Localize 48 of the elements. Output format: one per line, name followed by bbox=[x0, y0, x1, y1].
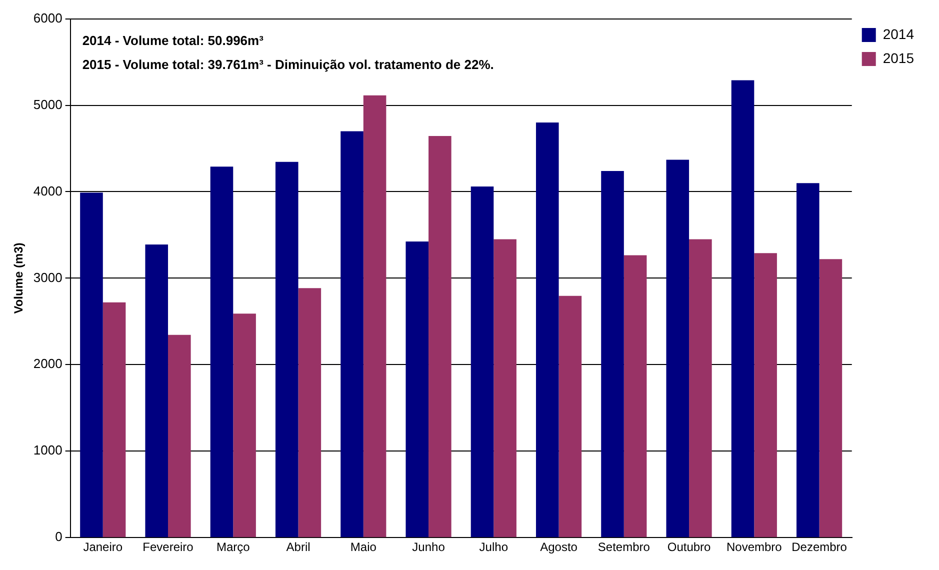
bar bbox=[210, 166, 234, 538]
y-tick-label: 6000 bbox=[33, 10, 62, 26]
legend-label: 2014 bbox=[882, 26, 914, 42]
bar bbox=[536, 122, 559, 538]
bar bbox=[796, 183, 820, 538]
x-tick-label: Setembro bbox=[598, 540, 650, 554]
y-tick-label: 0 bbox=[55, 529, 62, 544]
y-axis-title: Volume (m3) bbox=[12, 242, 26, 314]
bar bbox=[80, 192, 103, 538]
y-tick-label: 4000 bbox=[33, 183, 62, 198]
y-tick-label: 2000 bbox=[33, 356, 62, 372]
x-tick-label: Fevereiro bbox=[142, 540, 194, 554]
legend-label: 2015 bbox=[882, 50, 914, 66]
x-tick-label: Junho bbox=[412, 540, 446, 554]
bar bbox=[666, 160, 690, 538]
annotation: 2015 - Volume total: 39.761m³ - Diminuição vol. tratamento de 22%. bbox=[82, 56, 494, 72]
annotation: 2014 - Volume total: 50.996m³ bbox=[82, 32, 264, 48]
x-tick-label: Novembro bbox=[726, 540, 782, 554]
bar bbox=[494, 239, 516, 538]
x-tick-label: Julho bbox=[479, 540, 508, 554]
bar bbox=[168, 334, 191, 538]
bar bbox=[470, 186, 494, 538]
x-tick-label: Dezembro bbox=[792, 540, 848, 554]
bar bbox=[363, 95, 386, 538]
bar bbox=[428, 136, 452, 538]
x-tick-label: Janeiro bbox=[83, 540, 123, 554]
bar bbox=[406, 241, 429, 538]
bar bbox=[102, 302, 126, 538]
bar bbox=[731, 80, 754, 538]
x-tick-label: Março bbox=[216, 540, 250, 554]
x-tick-label: Abril bbox=[286, 540, 310, 554]
bar bbox=[275, 162, 298, 538]
bar bbox=[754, 253, 777, 538]
bar bbox=[819, 259, 842, 538]
bar bbox=[558, 296, 582, 538]
bar bbox=[689, 239, 712, 538]
bar bbox=[340, 131, 364, 538]
x-tick-label: Maio bbox=[350, 540, 377, 554]
y-tick-label: 5000 bbox=[33, 96, 62, 112]
bar bbox=[624, 255, 647, 538]
x-tick-label: Outubro bbox=[667, 540, 712, 554]
bar bbox=[145, 244, 168, 538]
y-tick-label: 1000 bbox=[33, 442, 62, 458]
x-tick-label: Agosto bbox=[540, 540, 578, 554]
y-tick-label: 3000 bbox=[33, 270, 62, 285]
bar bbox=[298, 288, 322, 538]
bar bbox=[233, 314, 256, 538]
bar bbox=[601, 170, 624, 538]
